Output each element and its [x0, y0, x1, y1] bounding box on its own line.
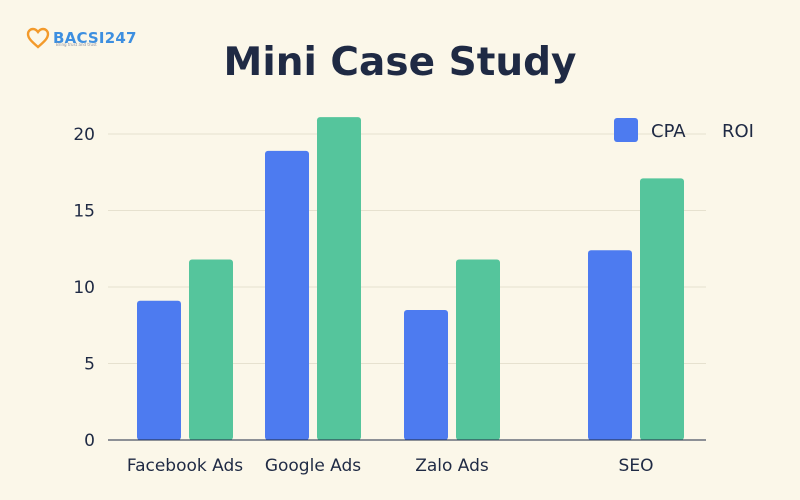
legend: CPA ROI	[614, 118, 754, 142]
bar-roi-facebook-ads	[189, 259, 233, 440]
bar-cpa-facebook-ads	[137, 300, 181, 440]
legend-swatch-cpa	[614, 118, 638, 142]
brand-logo-tagline: Bring trust and trust	[56, 42, 97, 47]
x-axis-categories: Facebook Ads Google Ads Zalo Ads SEO	[127, 456, 654, 476]
y-tick-label: 20	[73, 125, 95, 145]
y-tick-label: 5	[84, 355, 95, 375]
bars	[137, 117, 684, 441]
chart-title: Mini Case Study	[223, 40, 577, 85]
x-category-label: SEO	[619, 456, 654, 476]
bar-cpa-seo	[588, 250, 632, 440]
bar-cpa-google-ads	[265, 150, 309, 440]
bar-roi-zalo-ads	[456, 259, 500, 440]
brand-logo: BACSI247 Bring trust and trust	[26, 26, 137, 50]
x-category-label: Facebook Ads	[127, 456, 243, 476]
bar-roi-google-ads	[317, 117, 361, 441]
y-tick-label: 10	[73, 278, 95, 298]
x-category-label: Google Ads	[265, 456, 361, 476]
y-axis-ticks: 0 5 10 15 20	[73, 125, 95, 451]
legend-label-cpa: CPA	[651, 121, 686, 142]
y-tick-label: 0	[84, 431, 95, 451]
legend-label-roi: ROI	[722, 121, 754, 142]
bar-roi-seo	[640, 178, 684, 440]
brand-logo-text: BACSI247	[53, 29, 137, 47]
x-category-label: Zalo Ads	[415, 456, 489, 476]
heart-logo-icon	[26, 27, 50, 49]
bar-cpa-zalo-ads	[404, 309, 448, 440]
y-tick-label: 15	[73, 202, 95, 222]
